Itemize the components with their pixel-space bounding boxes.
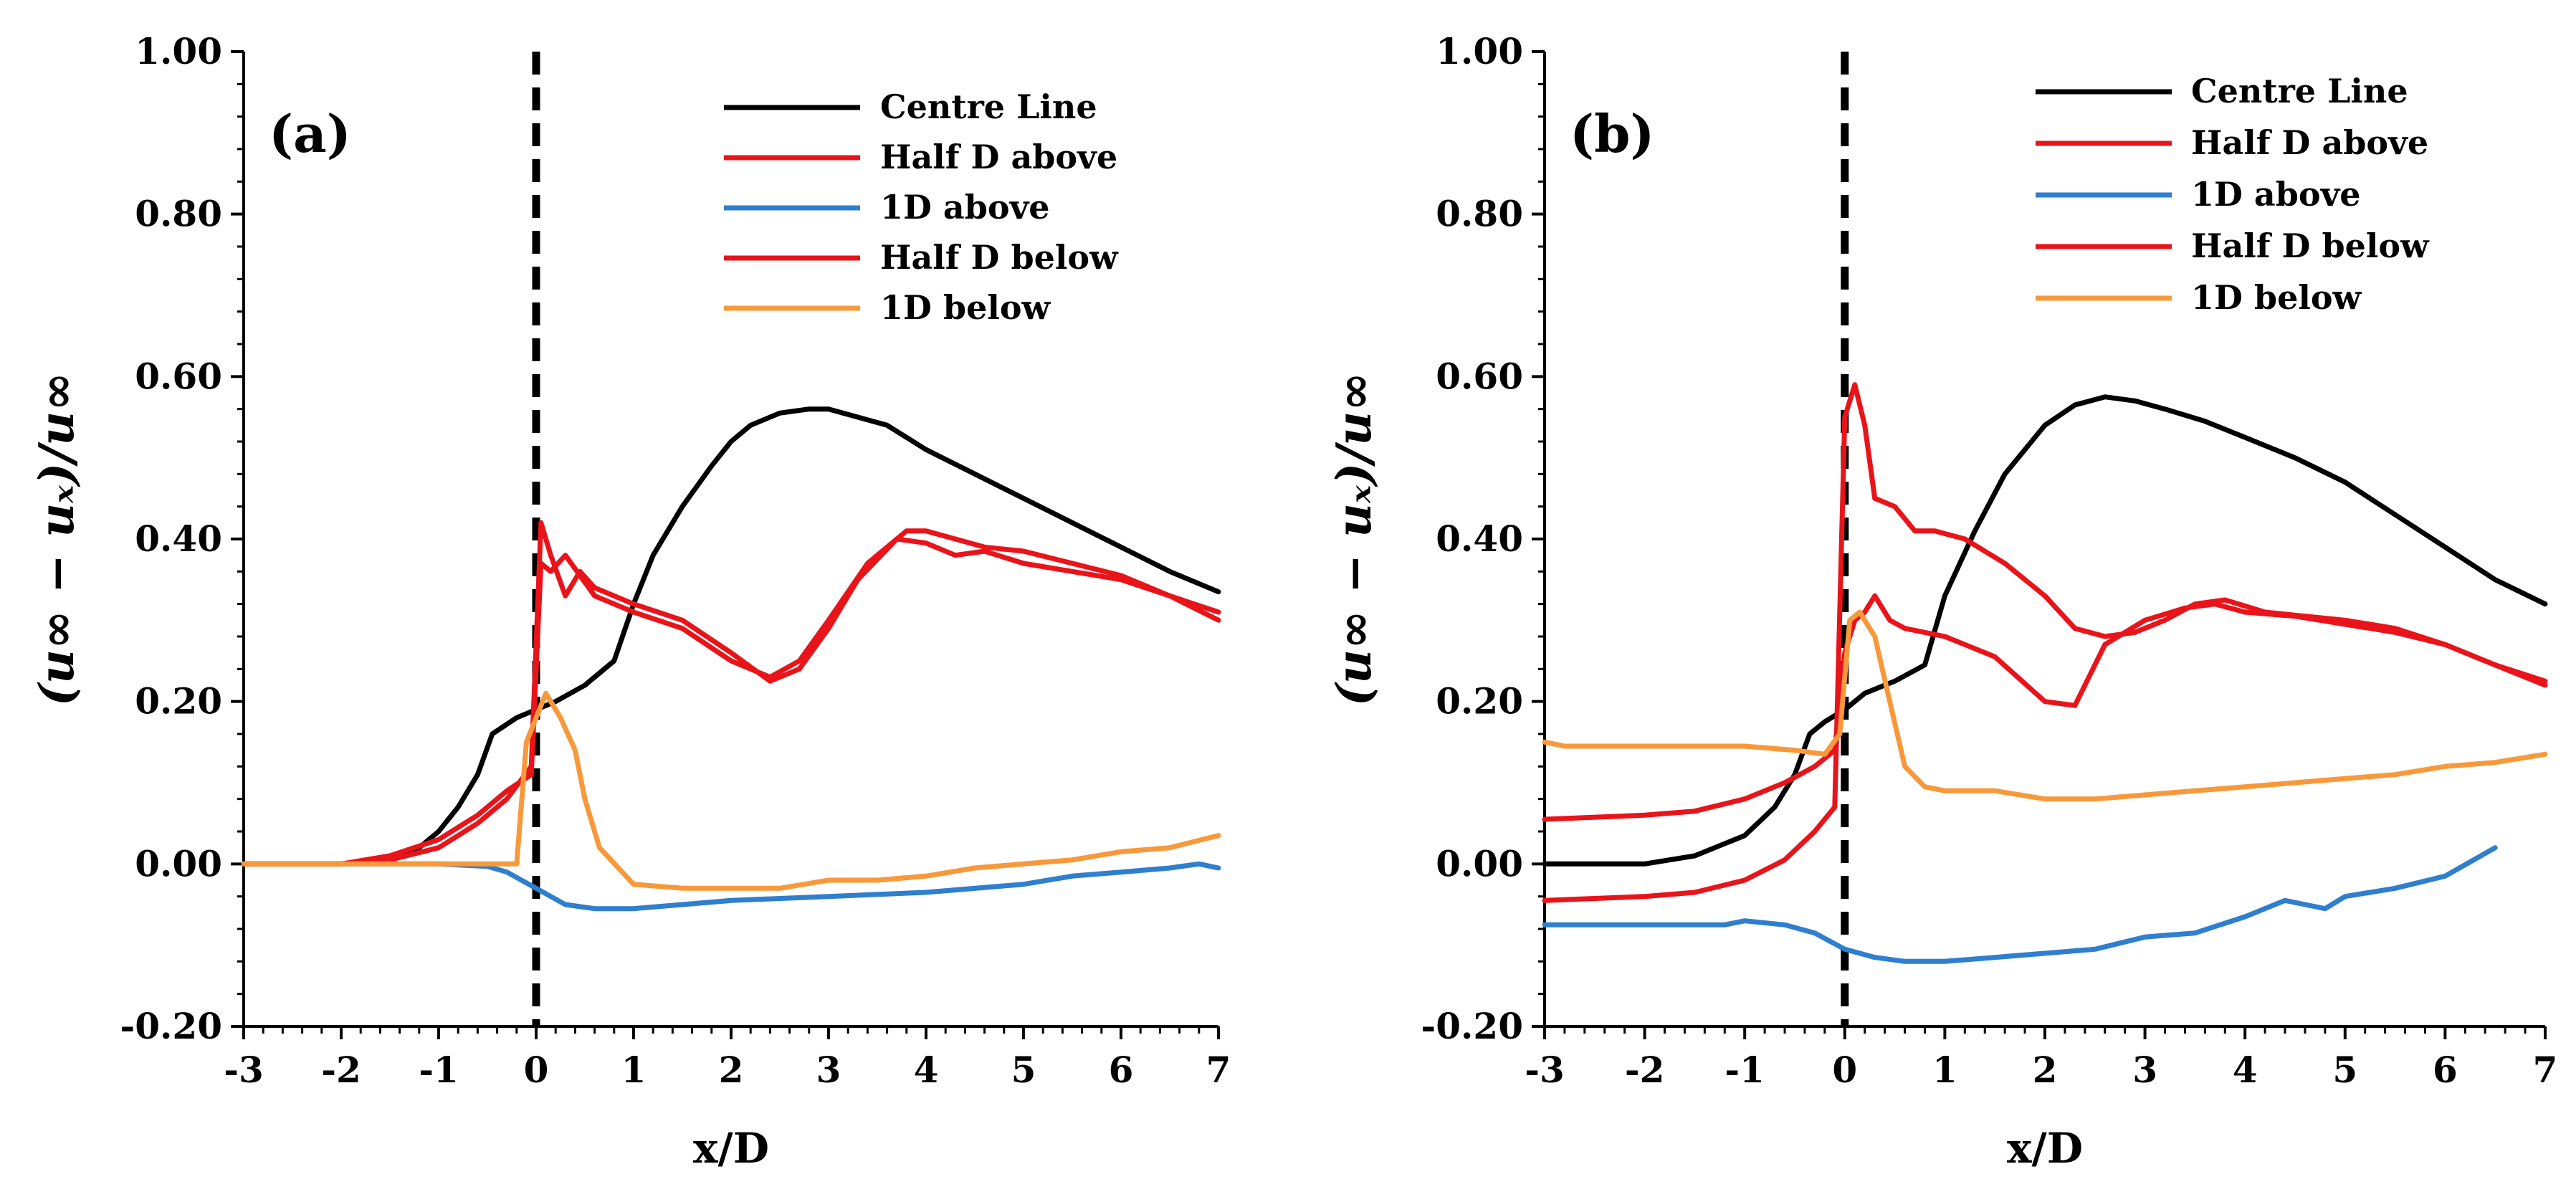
legend-label-half-d-above: Half D above (2191, 123, 2428, 162)
y-tick-label: 0.00 (1436, 842, 1523, 884)
y-tick-label: 0.40 (135, 518, 222, 560)
series-line-half-d-below (1542, 382, 2548, 903)
series-line-half-d-above (241, 520, 1221, 867)
chart-panel-a: -0.20 0.00 0.20 0.40 0.60 0.80 1.00 -3 -2 -1 0 1 2 3 4… (29, 30, 1231, 1173)
x-tick-label: 6 (1109, 1049, 1134, 1091)
x-tick-label: 5 (1011, 1049, 1036, 1091)
series-line-1d-below (241, 690, 1221, 891)
x-axis-label: x/D (2007, 1124, 2083, 1173)
x-tick-label: 2 (2033, 1049, 2058, 1091)
y-tick-label: 0.60 (135, 355, 222, 397)
series-line-centre-line (1542, 394, 2548, 867)
series-line-1d-below (1542, 609, 2548, 802)
panel-label: (a) (269, 103, 351, 164)
x-tick-label: -1 (1725, 1049, 1765, 1091)
legend-label-centre-line: Centre Line (2191, 72, 2408, 110)
x-tick-label: 4 (2233, 1049, 2258, 1091)
x-tick-label: 4 (914, 1049, 939, 1091)
x-tick-label: -3 (1525, 1049, 1565, 1091)
x-tick-label: 7 (1206, 1049, 1231, 1091)
x-tick-label: -3 (224, 1049, 264, 1091)
series-line-centre-line (241, 406, 1221, 867)
y-tick-label: 0.40 (1436, 518, 1523, 560)
x-tick-label: -2 (1625, 1049, 1665, 1091)
y-tick-label: 0.60 (1436, 355, 1523, 397)
legend-label-half-d-below: Half D below (2191, 226, 2430, 265)
legend-label-centre-line: Centre Line (880, 87, 1097, 126)
panel-label: (b) (1570, 103, 1654, 164)
y-tick-label: 0.00 (135, 842, 222, 884)
legend-label-half-d-above: Half D above (880, 138, 1117, 176)
legend: Centre Line Half D above 1D above Half D be… (2036, 72, 2430, 317)
y-tick-label: 0.80 (1436, 193, 1523, 235)
series-line-half-d-above (1542, 593, 2548, 822)
x-tick-label: 1 (1932, 1049, 1957, 1091)
series-line-1d-above (1542, 845, 2498, 964)
x-tick-label: 6 (2433, 1049, 2458, 1091)
y-tick-label: 0.20 (1436, 680, 1523, 723)
y-tick-label: 1.00 (1436, 30, 1523, 72)
x-tick-label: 0 (524, 1049, 549, 1091)
legend-label-half-d-below: Half D below (880, 238, 1119, 277)
x-tick-label: -2 (321, 1049, 361, 1091)
legend-label-1d-above: 1D above (2191, 175, 2361, 214)
x-tick-label: -1 (419, 1049, 459, 1091)
legend-label-1d-above: 1D above (880, 188, 1050, 226)
x-tick-label: 7 (2533, 1049, 2558, 1091)
x-tick-label: 0 (1832, 1049, 1857, 1091)
x-axis-label: x/D (693, 1124, 769, 1173)
legend: Centre Line Half D above 1D above Half D be… (724, 87, 1119, 327)
y-tick-label: 1.00 (135, 30, 222, 72)
x-tick-label: 3 (816, 1049, 841, 1091)
y-tick-label: -0.20 (1421, 1005, 1523, 1047)
x-tick-label: 2 (719, 1049, 744, 1091)
y-axis-label: (u∞ − uₓ)/u∞ (1326, 372, 1382, 707)
y-tick-label: -0.20 (120, 1005, 222, 1047)
y-axis-label: (u∞ − uₓ)/u∞ (29, 372, 85, 707)
x-tick-label: 1 (621, 1049, 647, 1091)
legend-label-1d-below: 1D below (2191, 278, 2362, 317)
y-tick-label: 0.80 (135, 193, 222, 235)
legend-label-1d-below: 1D below (880, 288, 1051, 327)
y-tick-label: 0.20 (135, 680, 222, 723)
chart-panel-b: -0.20 0.00 0.20 0.40 0.60 0.80 1.00 -3 -2 -1 0 1 2 3 4… (1326, 30, 2557, 1173)
series-line-half-d-below (241, 528, 1221, 867)
x-tick-label: 3 (2132, 1049, 2157, 1091)
x-tick-label: 5 (2332, 1049, 2357, 1091)
